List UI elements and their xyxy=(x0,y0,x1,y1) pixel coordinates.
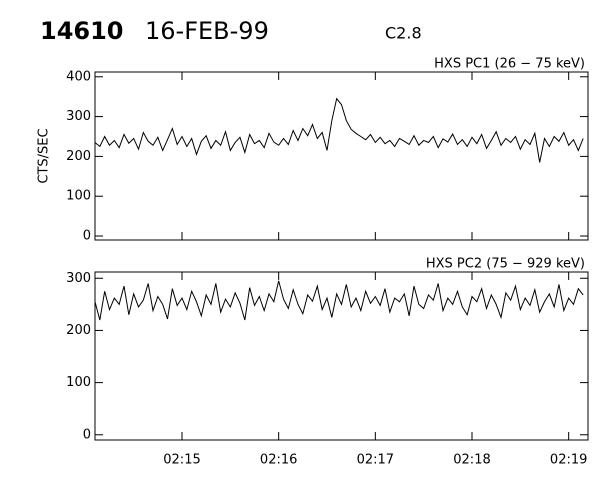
data-line xyxy=(94,280,584,321)
x-tick-label: 02:16 xyxy=(260,453,297,468)
y-axis-label: CTS/SEC xyxy=(37,128,52,183)
y-tick-label: 300 xyxy=(66,271,91,286)
y-tick-label: 0 xyxy=(83,427,91,442)
y-tick-label: 100 xyxy=(66,375,91,390)
y-tick-label: 200 xyxy=(66,323,91,338)
data-line xyxy=(94,97,584,163)
panel-title: HXS PC2 (75 − 929 keV) xyxy=(426,257,585,272)
flare-class: C2.8 xyxy=(385,24,422,43)
y-tick-label: 300 xyxy=(66,109,91,124)
x-tick-label: 02:15 xyxy=(163,453,200,468)
plot-frame xyxy=(94,271,589,441)
x-tick-label: 02:19 xyxy=(550,453,587,468)
y-tick-label: 400 xyxy=(66,69,91,84)
y-tick-label: 100 xyxy=(66,189,91,204)
panel-title: HXS PC1 (26 − 75 keV) xyxy=(434,57,585,72)
y-tick-label: 0 xyxy=(83,229,91,244)
date: 16-FEB-99 xyxy=(145,17,269,45)
x-tick-label: 02:18 xyxy=(453,453,490,468)
y-tick-label: 200 xyxy=(66,149,91,164)
event-id: 14610 xyxy=(40,17,124,45)
x-tick-label: 02:17 xyxy=(357,453,394,468)
